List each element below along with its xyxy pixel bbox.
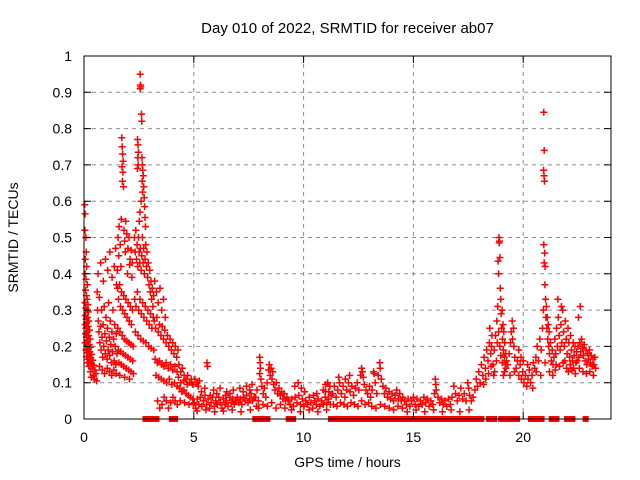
y-tick-label: 0.5 <box>53 230 73 246</box>
y-tick-label: 1 <box>64 48 72 64</box>
y-tick-label: 0.1 <box>53 375 73 391</box>
x-axis-label: GPS time / hours <box>294 454 401 470</box>
chart-title: Day 010 of 2022, SRMTID for receiver ab0… <box>201 20 494 37</box>
y-tick-label: 0.7 <box>53 157 73 173</box>
x-tick-labels: 0 5 10 15 20 <box>80 429 531 445</box>
x-tick-label: 0 <box>80 429 88 445</box>
y-tick-labels: 0 0.1 0.2 0.3 0.4 0.5 0.6 0.7 0.8 0.9 1 <box>53 48 73 427</box>
x-tick-label: 20 <box>515 429 531 445</box>
y-tick-label: 0.4 <box>53 266 73 282</box>
grid-path <box>84 56 611 419</box>
y-tick-label: 0.8 <box>53 121 73 137</box>
gridlines <box>84 56 611 419</box>
tick-marks <box>83 55 611 420</box>
y-axis-label: SRMTID / TECUs <box>5 182 21 292</box>
y-tick-label: 0.3 <box>53 302 73 318</box>
x-tick-label: 15 <box>406 429 422 445</box>
scatter-plus-markers <box>81 70 600 416</box>
y-tick-label: 0.9 <box>53 84 73 100</box>
x-tick-label: 10 <box>296 429 312 445</box>
y-tick-label: 0.6 <box>53 193 73 209</box>
y-tick-label: 0.2 <box>53 338 73 354</box>
y-tick-label: 0 <box>64 411 72 427</box>
x-tick-label: 5 <box>190 429 198 445</box>
